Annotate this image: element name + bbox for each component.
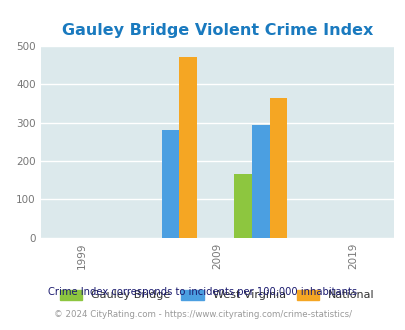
Bar [269,98,286,238]
Text: Crime Index corresponds to incidents per 100,000 inhabitants: Crime Index corresponds to incidents per… [48,287,357,297]
Title: Gauley Bridge Violent Crime Index: Gauley Bridge Violent Crime Index [62,23,372,38]
Bar [179,56,196,238]
Bar [234,175,251,238]
Bar [251,125,269,238]
Text: © 2024 CityRating.com - https://www.cityrating.com/crime-statistics/: © 2024 CityRating.com - https://www.city… [54,310,351,319]
Bar [161,130,179,238]
Legend: Gauley Bridge, West Virginia, National: Gauley Bridge, West Virginia, National [55,285,378,305]
